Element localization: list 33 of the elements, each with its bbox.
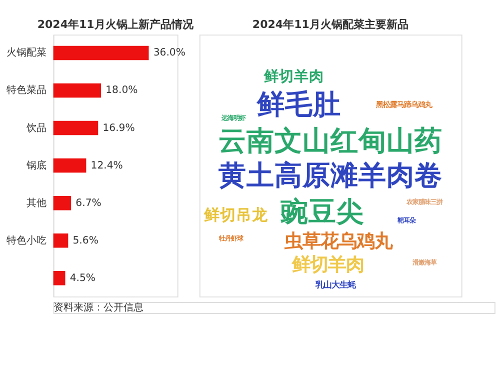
text: 黑松露马蹄乌鸡丸: [374, 100, 433, 110]
text: 鲜切吊龙: [203, 206, 270, 224]
y-tick-label: 特色小吃: [6, 234, 46, 246]
data-label: 4.5%: [70, 272, 96, 284]
text: 云南文山红甸山药: [218, 124, 442, 158]
text: 鲜切羊肉: [290, 254, 364, 276]
data-label: 16.9%: [102, 122, 136, 134]
bar: [53, 270, 66, 286]
y-tick-label: 特色菜品: [6, 84, 46, 96]
text: 豌豆尖: [280, 194, 365, 228]
data-label: 6.7%: [76, 198, 102, 209]
bar: [53, 120, 98, 136]
bar: [53, 233, 68, 248]
text: 2024年11月火锅配菜主要新品: [252, 18, 408, 32]
data-label: 5.6%: [72, 235, 99, 246]
bar: [53, 46, 149, 60]
y-tick-label: 锅底: [25, 159, 46, 172]
y-tick-label: 饮品: [25, 122, 46, 134]
text: 乳山大生蚝: [314, 279, 357, 290]
text: 鲜切羊肉: [262, 68, 324, 86]
text: 资料来源：公开信息: [53, 301, 144, 314]
text: 虫草花乌鸡丸: [283, 231, 392, 252]
y-tick-label: 火锅配菜: [6, 46, 46, 59]
data-label: 36.0%: [153, 48, 186, 59]
bar: [53, 158, 86, 173]
bar: [53, 196, 72, 210]
y-tick-label: 其他: [26, 196, 46, 209]
data-label: 18.0%: [106, 85, 138, 96]
chart-title: 2024年11月火锅上新产品情况: [37, 18, 194, 32]
text: 鲜毛肚: [256, 88, 341, 121]
data-label: 12.4%: [90, 160, 124, 172]
text: 黄土高原滩羊肉卷: [217, 158, 442, 192]
bar: [53, 83, 102, 98]
